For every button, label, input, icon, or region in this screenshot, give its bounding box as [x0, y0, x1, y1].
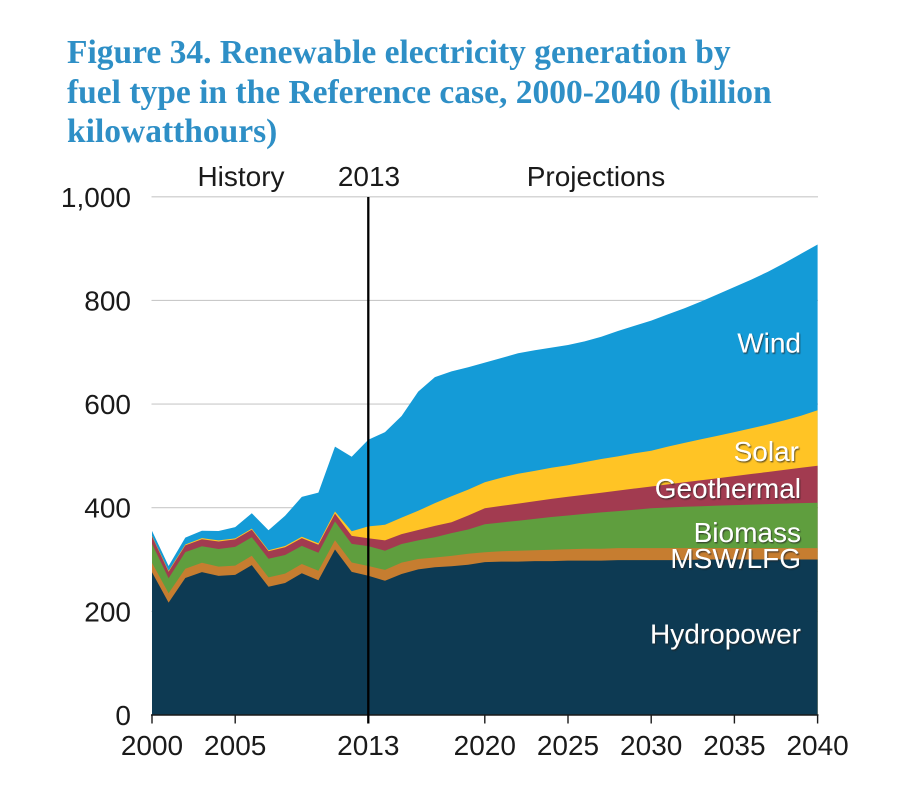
svg-text:2013: 2013 [338, 161, 400, 192]
svg-text:1,000: 1,000 [61, 182, 131, 213]
svg-text:MSW/LFG: MSW/LFG [670, 543, 801, 574]
svg-text:200: 200 [84, 596, 131, 627]
svg-text:800: 800 [84, 285, 131, 316]
svg-text:2040: 2040 [786, 730, 848, 761]
svg-text:Geothermal: Geothermal [655, 473, 801, 504]
svg-text:Hydropower: Hydropower [650, 619, 801, 650]
svg-text:400: 400 [84, 493, 131, 524]
svg-text:2000: 2000 [121, 730, 183, 761]
svg-text:2005: 2005 [204, 730, 266, 761]
svg-text:2030: 2030 [620, 730, 682, 761]
svg-text:Wind: Wind [737, 328, 801, 359]
svg-text:Biomass: Biomass [694, 517, 801, 548]
svg-text:History: History [197, 161, 284, 192]
svg-text:600: 600 [84, 389, 131, 420]
svg-text:Solar: Solar [734, 436, 799, 467]
svg-text:2035: 2035 [703, 730, 765, 761]
svg-text:2025: 2025 [537, 730, 599, 761]
svg-text:2020: 2020 [454, 730, 516, 761]
svg-text:2013: 2013 [337, 730, 399, 761]
svg-text:Projections: Projections [527, 161, 666, 192]
svg-text:0: 0 [115, 700, 131, 731]
